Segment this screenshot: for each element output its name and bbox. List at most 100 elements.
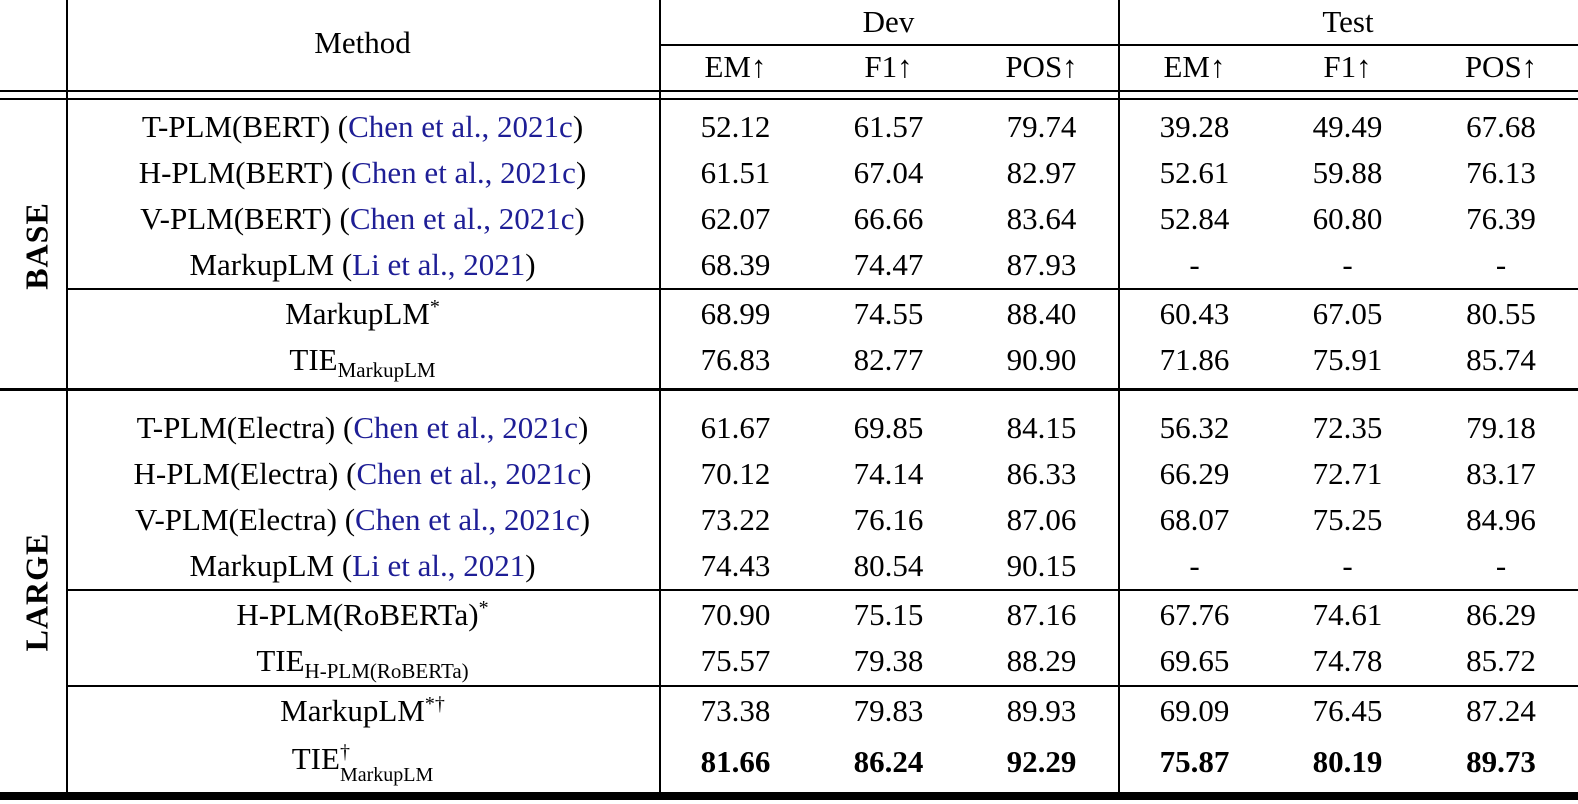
cell-dev-f1: 74.47: [853, 247, 924, 282]
cell-test-em: -: [1189, 548, 1200, 583]
cell-dev-f1: 67.04: [853, 155, 924, 190]
rule-large-block-2: [66, 685, 1578, 687]
cite-paren-close: ): [581, 456, 592, 491]
method-name: V-PLM(BERT): [140, 201, 332, 236]
cell-test-pos: -: [1495, 247, 1507, 282]
table-row: TIEH-PLM(RoBERTa) 75.57 79.38 88.29 69.6…: [0, 638, 1578, 684]
cell-dev-pos: 83.64: [1006, 201, 1077, 236]
cell-test-f1: 60.80: [1312, 201, 1383, 236]
column-header-test-pos: POS↑: [1464, 49, 1538, 84]
method-name: T-PLM(Electra): [136, 410, 336, 445]
method-name: H-PLM(BERT): [138, 155, 334, 190]
vertical-rule-dev-test: [1118, 0, 1120, 792]
column-header-test-em: EM↑: [1163, 49, 1226, 84]
cell-dev-pos: 90.15: [1006, 548, 1077, 583]
cell-dev-em: 73.22: [700, 502, 771, 537]
cell-dev-f1: 74.55: [853, 296, 924, 331]
cell-test-pos: 85.72: [1466, 643, 1536, 678]
method-name: MarkupLM: [189, 548, 335, 583]
column-group-test: Test: [1322, 4, 1374, 39]
table-row: H-PLM(BERT) (Chen et al., 2021c) 61.51 6…: [0, 150, 1578, 196]
cell-dev-em: 73.38: [700, 693, 771, 728]
method-cell: MarkupLM*: [66, 296, 659, 332]
citation-link[interactable]: Chen et al., 2021c: [353, 410, 579, 445]
method-subscript: MarkupLM: [339, 764, 434, 786]
cell-dev-em: 61.67: [700, 410, 771, 445]
cite-paren-close: ): [574, 201, 585, 236]
cell-dev-em: 68.99: [700, 296, 771, 331]
method-name: TIE: [256, 643, 305, 678]
cell-test-em: 39.28: [1159, 109, 1230, 144]
cell-dev-pos: 84.15: [1006, 410, 1077, 445]
cite-paren-open: (: [334, 548, 353, 583]
cell-dev-f1: 75.15: [853, 597, 924, 632]
method-cell: V-PLM(BERT) (Chen et al., 2021c): [66, 201, 659, 237]
citation-link[interactable]: Chen et al., 2021c: [351, 155, 576, 190]
method-cell: T-PLM(BERT) (Chen et al., 2021c): [66, 109, 659, 145]
cell-dev-f1: 76.16: [853, 502, 924, 537]
cite-paren-open: (: [331, 201, 350, 236]
cell-dev-f1: 80.54: [853, 548, 924, 583]
cell-test-pos: 79.18: [1466, 410, 1536, 445]
cite-paren-close: ): [525, 247, 536, 282]
cell-test-pos: 76.39: [1466, 201, 1536, 236]
column-header-test-f1: F1↑: [1323, 49, 1372, 84]
cell-test-em: -: [1189, 247, 1200, 282]
cell-test-em: 52.61: [1159, 155, 1230, 190]
method-cell: V-PLM(Electra) (Chen et al., 2021c): [66, 502, 659, 538]
method-name: TIE: [289, 342, 338, 377]
cell-test-pos: 84.96: [1466, 502, 1536, 537]
method-cell: MarkupLM (Li et al., 2021): [66, 247, 659, 283]
method-cell: TIEMarkupLM: [66, 342, 659, 382]
cell-test-pos: -: [1495, 548, 1507, 583]
table-row: T-PLM(Electra) (Chen et al., 2021c) 61.6…: [0, 405, 1578, 451]
citation-link[interactable]: Li et al., 2021: [352, 247, 526, 282]
cell-dev-pos: 88.40: [1006, 296, 1077, 331]
method-superscript: †: [339, 741, 350, 763]
table-row: V-PLM(Electra) (Chen et al., 2021c) 73.2…: [0, 497, 1578, 543]
method-cell: MarkupLM*†: [66, 693, 659, 729]
table-row: V-PLM(BERT) (Chen et al., 2021c) 62.07 6…: [0, 196, 1578, 242]
citation-link[interactable]: Chen et al., 2021c: [348, 109, 573, 144]
cell-dev-pos: 92.29: [1006, 744, 1077, 779]
table-row: MarkupLM (Li et al., 2021) 68.39 74.47 8…: [0, 242, 1578, 288]
cell-dev-pos: 82.97: [1006, 155, 1077, 190]
cell-dev-em: 81.66: [700, 744, 771, 779]
cell-dev-em: 76.83: [700, 342, 771, 377]
citation-link[interactable]: Li et al., 2021: [352, 548, 526, 583]
citation-link[interactable]: Chen et al., 2021c: [356, 456, 582, 491]
cite-paren-open: (: [333, 155, 352, 190]
cell-test-f1: 75.91: [1312, 342, 1383, 377]
cell-dev-pos: 86.33: [1006, 456, 1077, 491]
cell-test-pos: 85.74: [1466, 342, 1536, 377]
cell-dev-pos: 87.93: [1006, 247, 1077, 282]
column-header-dev-em: EM↑: [704, 49, 767, 84]
table-row: T-PLM(BERT) (Chen et al., 2021c) 52.12 6…: [0, 104, 1578, 150]
citation-link[interactable]: Chen et al., 2021c: [355, 502, 580, 537]
cell-dev-pos: 87.16: [1006, 597, 1077, 632]
rule-header-double-top: [0, 90, 1578, 92]
cell-dev-pos: 89.93: [1006, 693, 1077, 728]
cite-paren-close: ): [578, 410, 589, 445]
method-cell: T-PLM(Electra) (Chen et al., 2021c): [66, 410, 659, 446]
cell-test-em: 69.65: [1159, 643, 1230, 678]
method-superscript: *†: [424, 693, 445, 715]
method-cell: TIE † MarkupLM: [66, 741, 659, 786]
cell-dev-em: 52.12: [700, 109, 771, 144]
table-row: MarkupLM*† 73.38 79.83 89.93 69.09 76.45…: [0, 688, 1578, 734]
cell-test-f1: 72.35: [1312, 410, 1383, 445]
cell-dev-pos: 90.90: [1006, 342, 1077, 377]
cell-test-em: 52.84: [1159, 201, 1230, 236]
cell-dev-em: 70.90: [700, 597, 771, 632]
citation-link[interactable]: Chen et al., 2021c: [349, 201, 575, 236]
cell-test-f1: 80.19: [1312, 744, 1383, 779]
vertical-rule-label: [66, 0, 68, 792]
cell-dev-em: 62.07: [700, 201, 771, 236]
cite-paren-open: (: [338, 456, 357, 491]
cite-paren-close: ): [579, 502, 591, 537]
cell-test-f1: 75.25: [1312, 502, 1383, 537]
rule-header-double-bottom: [0, 98, 1578, 100]
cell-dev-em: 61.51: [700, 155, 771, 190]
cell-dev-em: 70.12: [700, 456, 771, 491]
column-header-dev-f1: F1↑: [864, 49, 913, 84]
